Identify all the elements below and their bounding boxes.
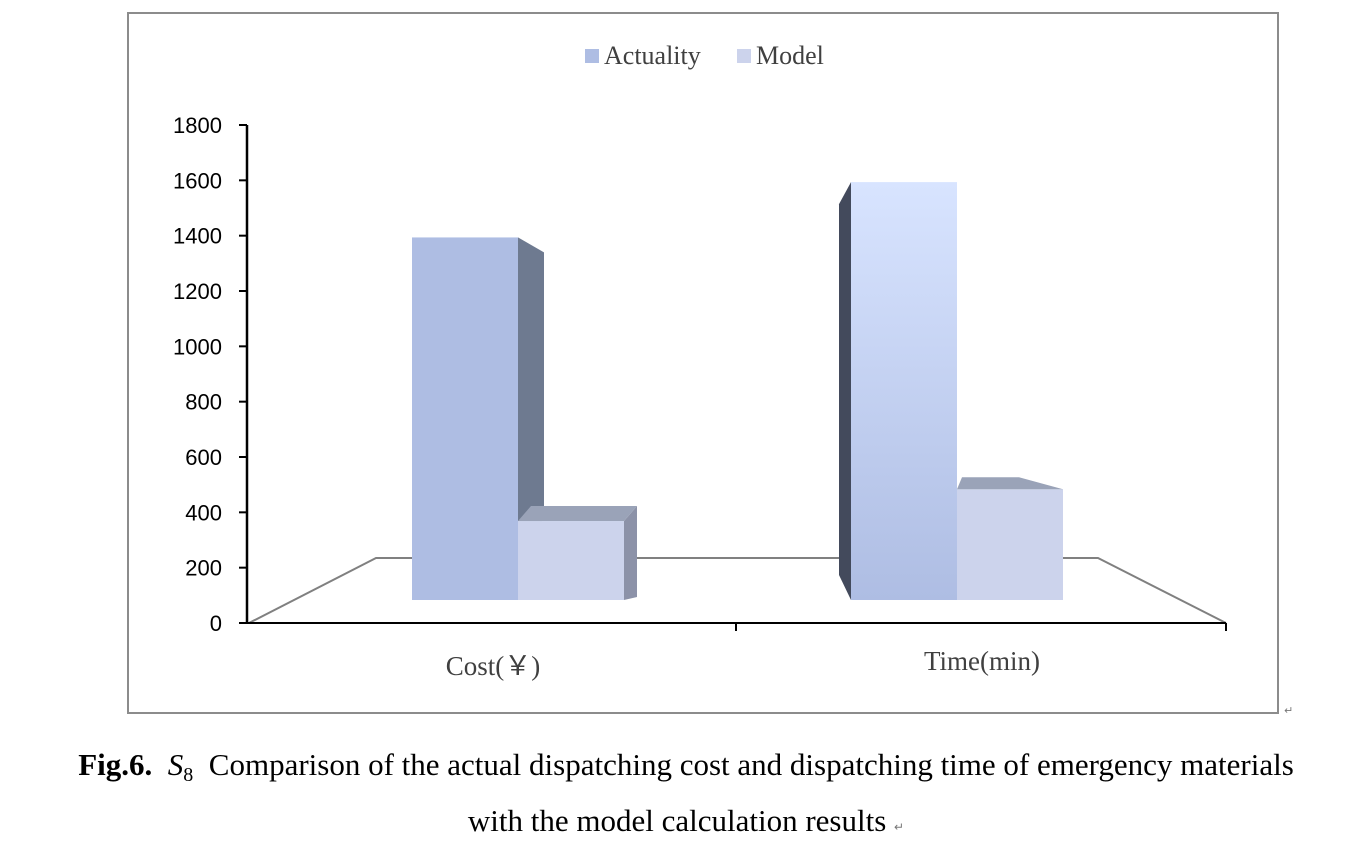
y-tick-label: 1000 — [173, 334, 222, 359]
figure-label: Fig.6. — [78, 747, 153, 782]
floor-outline — [248, 557, 1227, 624]
y-tick-label: 400 — [185, 500, 222, 525]
bar-model-0 — [518, 521, 624, 600]
legend-label-model: Model — [756, 41, 824, 70]
bar-top-model-0 — [518, 506, 637, 522]
bar-actuality-1 — [851, 182, 957, 600]
legend-label-actuality: Actuality — [604, 41, 701, 70]
y-tick-label: 600 — [185, 445, 222, 470]
y-tick-label: 0 — [210, 611, 222, 636]
y-tick-label: 200 — [185, 556, 222, 581]
caption-symbol: S — [167, 747, 184, 782]
bar-model-1 — [957, 489, 1063, 600]
caption-subscript: 8 — [183, 764, 194, 786]
caption-line-2: with the model calculation results — [467, 803, 887, 838]
bar-side-actuality-1 — [839, 182, 851, 600]
return-mark: ↵ — [1284, 704, 1294, 717]
legend-swatch-model — [737, 49, 751, 63]
figure-caption: Fig.6. S8 Comparison of the actual dispa… — [0, 742, 1372, 850]
y-tick-label: 800 — [185, 390, 222, 415]
bar-chart: 0 200 400 600 800 1000 1200 1400 1600 1800 Cost(￥)… — [173, 41, 1227, 681]
x-category-label: Time(min) — [924, 646, 1040, 676]
bar-actuality-0 — [412, 237, 518, 600]
y-tick-label: 1400 — [173, 224, 222, 249]
x-category-label: Cost(￥) — [446, 651, 541, 681]
y-tick-label: 1200 — [173, 279, 222, 304]
y-tick-label: 1600 — [173, 168, 222, 193]
caption-line-1: Comparison of the actual dispatching cos… — [208, 747, 1294, 782]
y-tick-label: 1800 — [173, 113, 222, 138]
bar-side-model-0 — [624, 506, 637, 600]
legend-swatch-actuality — [585, 49, 599, 63]
chart-frame — [127, 12, 1279, 714]
bar-top-model-1 — [957, 477, 1063, 490]
caption-return-mark: ↵ — [894, 820, 905, 834]
